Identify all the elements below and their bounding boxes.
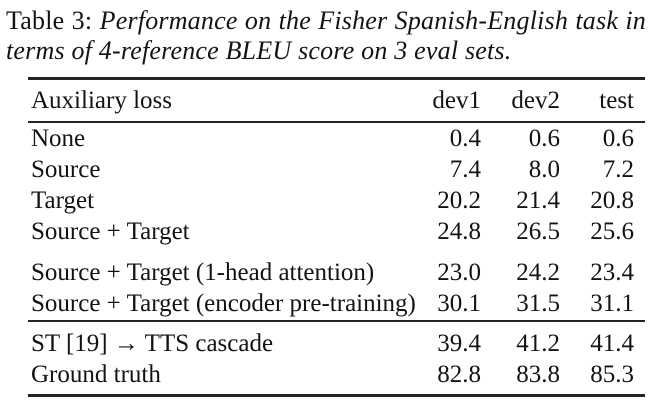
row-label: Source xyxy=(31,155,101,183)
row-label: ST [19] → TTS cascade xyxy=(28,319,402,359)
table-group-variants: Source + Target (1-head attention) 23.0 … xyxy=(28,247,645,321)
cell-dev2: 26.5 xyxy=(516,217,560,245)
cell-dev1: 30.1 xyxy=(437,290,481,317)
caption-line-1: Table 3: Performance on the Fisher Spani… xyxy=(6,6,646,36)
cell-test: 23.4 xyxy=(590,259,634,286)
cell-dev2: 8.0 xyxy=(528,155,560,183)
header-row: Auxiliary loss dev1 dev2 test xyxy=(28,78,645,123)
cell-dev1: 0.4 xyxy=(449,124,481,152)
cell-dev2: 21.4 xyxy=(516,186,560,214)
column-header-auxiliary-loss: Auxiliary loss xyxy=(28,78,402,123)
row-label: Target xyxy=(31,186,95,214)
row-label: Source + Target xyxy=(31,217,190,245)
column-header-dev2: dev2 xyxy=(481,78,560,123)
column-header-dev1: dev1 xyxy=(402,78,481,123)
cell-dev1: 24.8 xyxy=(437,217,481,245)
table-row: Source + Target 24.8 26.5 25.6 xyxy=(28,216,645,247)
cell-dev1: 7.4 xyxy=(449,155,481,183)
caption-table-number: Table 3: xyxy=(6,6,93,35)
table-row: Target 20.2 21.4 20.8 xyxy=(28,185,645,216)
caption-text-line1: Performance on the Fisher Spanish-Englis… xyxy=(99,6,646,35)
results-table: Auxiliary loss dev1 dev2 test None 0.4 0… xyxy=(28,77,645,397)
caption-text-line2: terms of 4-reference BLEU score on 3 eva… xyxy=(6,36,512,65)
cell-test: 31.1 xyxy=(590,290,634,317)
table-group-references: ST [19] → TTS cascade 39.4 41.2 41.4 Gro… xyxy=(28,319,645,396)
cell-dev2: 0.6 xyxy=(528,124,560,152)
row-label: None xyxy=(31,124,86,152)
table-group-baselines: None 0.4 0.6 0.6 Source 7.4 8.0 7.2 Targ… xyxy=(28,122,645,247)
cell-test: 25.6 xyxy=(590,217,634,245)
table-row: ST [19] → TTS cascade 39.4 41.2 41.4 xyxy=(28,319,645,359)
cell-dev1: 20.2 xyxy=(437,186,481,214)
cell-dev2: 83.8 xyxy=(516,360,560,388)
table-row: Source 7.4 8.0 7.2 xyxy=(28,154,645,185)
cell-test: 41.4 xyxy=(560,319,645,359)
table-row: None 0.4 0.6 0.6 xyxy=(28,122,645,154)
row-label: Ground truth xyxy=(31,360,161,388)
cell-dev2: 24.2 xyxy=(516,259,560,286)
cell-dev1: 39.4 xyxy=(402,319,481,359)
table-header: Auxiliary loss dev1 dev2 test xyxy=(28,78,645,123)
column-header-test: test xyxy=(560,78,645,123)
table-caption: Table 3: Performance on the Fisher Spani… xyxy=(0,0,650,66)
cell-test: 85.3 xyxy=(590,360,634,388)
cell-test: 7.2 xyxy=(602,155,634,183)
table-row: Source + Target (encoder pre-training) 3… xyxy=(28,289,645,321)
cell-dev1: 23.0 xyxy=(437,259,481,286)
cell-test: 0.6 xyxy=(602,124,634,152)
row-label: Source + Target (encoder pre-training) xyxy=(31,290,416,317)
table-row: Ground truth 82.8 83.8 85.3 xyxy=(28,359,645,395)
caption-line-2: terms of 4-reference BLEU score on 3 eva… xyxy=(6,36,646,66)
cell-dev2: 31.5 xyxy=(516,290,560,317)
row-label: Source + Target (1-head attention) xyxy=(31,259,375,286)
cell-dev2: 41.2 xyxy=(481,319,560,359)
table-row: Source + Target (1-head attention) 23.0 … xyxy=(28,247,645,289)
cell-test: 20.8 xyxy=(590,186,634,214)
cell-dev1: 82.8 xyxy=(437,360,481,388)
